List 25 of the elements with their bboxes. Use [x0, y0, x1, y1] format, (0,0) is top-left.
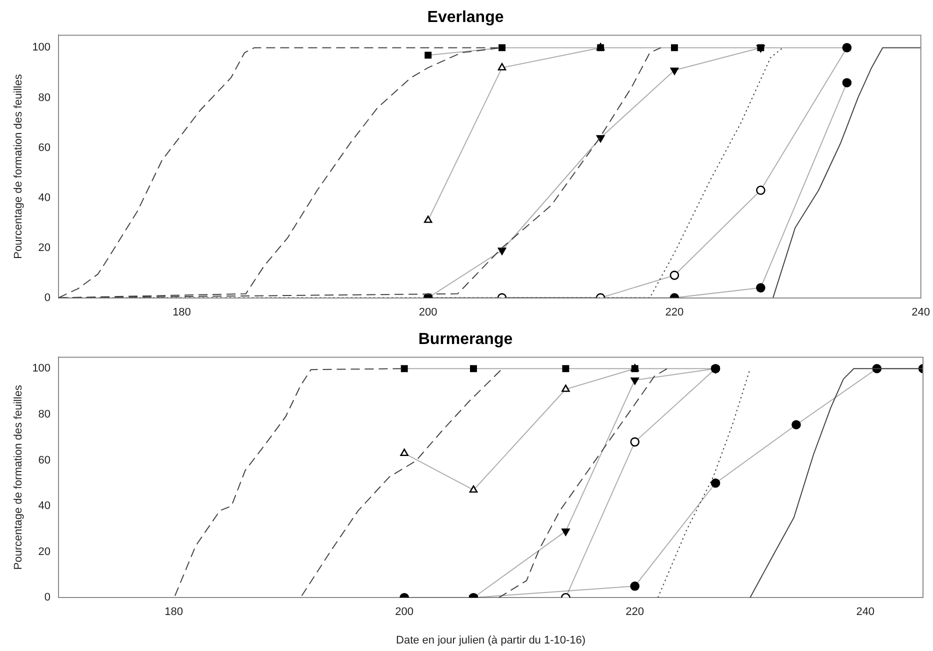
x-tick-label: 220: [626, 606, 644, 618]
y-tick-label: 0: [44, 292, 51, 304]
chart-title: Everlange: [427, 9, 504, 26]
y-tick-label: 40: [38, 192, 51, 204]
x-tick-label: 240: [912, 306, 930, 318]
y-tick-label: 40: [38, 500, 51, 512]
y-axis-title: Pourcentage de formation des feuilles: [12, 384, 25, 570]
x-tick-label: 240: [856, 606, 875, 618]
y-tick-label: 80: [38, 92, 51, 104]
x-tick-label: 200: [395, 606, 414, 618]
chart-title: Burmerange: [418, 331, 513, 348]
x-tick-label: 220: [665, 306, 684, 318]
y-tick-label: 100: [32, 362, 51, 375]
y-tick-label: 60: [38, 142, 51, 154]
y-tick-label: 0: [44, 592, 51, 604]
x-tick-label: 200: [418, 306, 438, 318]
y-tick-label: 60: [38, 454, 51, 466]
x-axis-title: Date en jour julien (à partir du 1-10-16): [396, 634, 586, 646]
y-tick-label: 80: [38, 408, 51, 420]
x-tick-label: 180: [172, 306, 191, 318]
y-tick-label: 20: [38, 546, 51, 558]
y-tick-label: 20: [38, 242, 51, 254]
x-tick-label: 180: [164, 606, 183, 618]
y-tick-label: 100: [32, 42, 51, 54]
y-axis-title: Pourcentage de formation des feuilles: [12, 74, 25, 259]
